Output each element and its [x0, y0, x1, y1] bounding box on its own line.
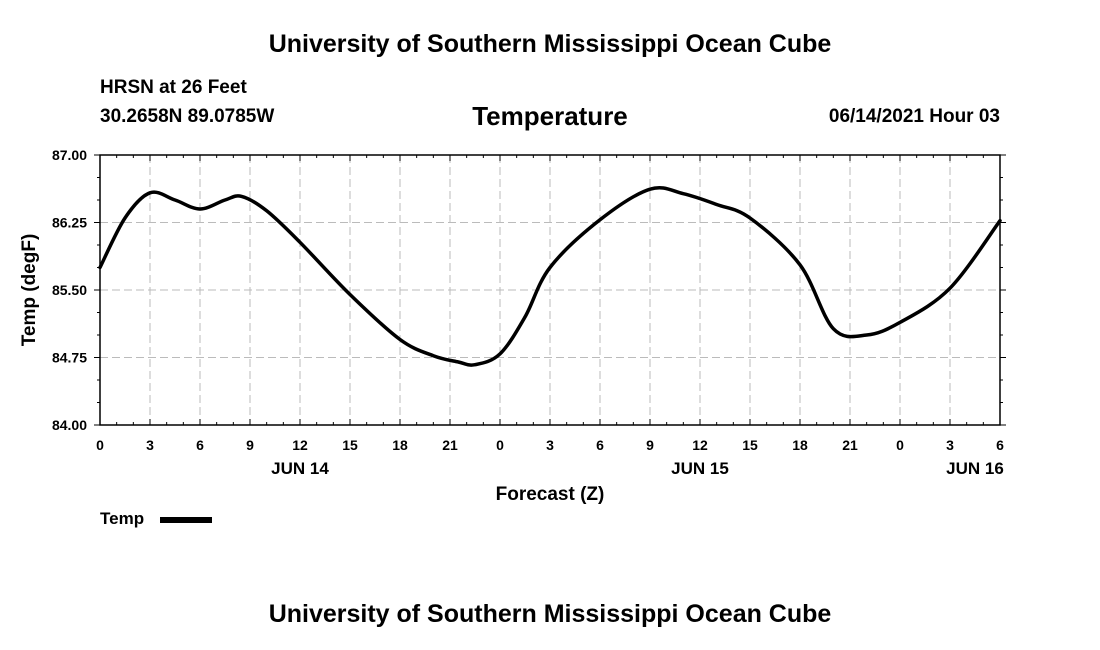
y-tick-label: 84.00: [52, 417, 87, 433]
x-tick-label: 0: [496, 437, 504, 453]
x-tick-label: 3: [146, 437, 154, 453]
axis-labels: 0 3 6 9 12 15 18 21 0 3 6 9 12 15 18 21 0 3 6 84.00 84.75 85.…: [19, 147, 1004, 505]
x-tick-label: 0: [896, 437, 904, 453]
date-label: JUN 14: [271, 459, 329, 478]
chart-title-bottom: University of Southern Mississippi Ocean…: [268, 600, 832, 628]
date-label: JUN 15: [671, 459, 729, 478]
x-tick-label: 9: [646, 437, 654, 453]
series-layer: [98, 185, 1002, 367]
series-line-temp: [98, 185, 1002, 367]
coordinates-label: 30.2658N 89.0785W: [100, 106, 275, 127]
x-tick-label: 0: [96, 437, 104, 453]
legend-swatch-temp: [160, 517, 212, 523]
x-tick-label: 21: [842, 437, 858, 453]
legend-label-temp: Temp: [100, 509, 145, 528]
x-tick-label: 6: [996, 437, 1004, 453]
plot-frame: [99, 154, 1001, 426]
x-tick-label: 12: [292, 437, 308, 453]
x-tick-label: 6: [596, 437, 604, 453]
y-tick-label: 86.25: [52, 215, 87, 231]
x-tick-label: 3: [946, 437, 954, 453]
x-tick-label: 9: [246, 437, 254, 453]
forecast-datetime: 06/14/2021 Hour 03: [828, 106, 1000, 127]
x-tick-label: 18: [392, 437, 408, 453]
chart-title-top: University of Southern Mississippi Ocean…: [268, 30, 832, 58]
x-tick-label: 3: [546, 437, 554, 453]
variable-title: Temperature: [472, 101, 628, 131]
x-tick-label: 15: [342, 437, 358, 453]
x-tick-label: 12: [692, 437, 708, 453]
y-axis-title: Temp (degF): [19, 234, 40, 347]
date-label: JUN 16: [946, 459, 1004, 478]
x-axis-title: Forecast (Z): [496, 484, 605, 505]
y-tick-label: 85.50: [52, 282, 87, 298]
y-tick-label: 87.00: [52, 147, 87, 163]
x-tick-label: 21: [442, 437, 458, 453]
x-tick-label: 15: [742, 437, 758, 453]
x-tick-label: 6: [196, 437, 204, 453]
y-tick-label: 84.75: [52, 350, 87, 366]
x-tick-label: 18: [792, 437, 808, 453]
station-label: HRSN at 26 Feet: [100, 77, 247, 98]
